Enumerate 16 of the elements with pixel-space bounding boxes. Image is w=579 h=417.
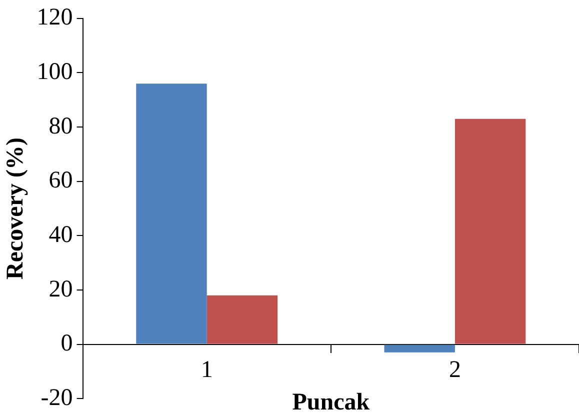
x-tick-label: 1	[200, 356, 213, 383]
y-tick-label: 100	[36, 59, 73, 86]
y-tick-label: -20	[40, 384, 73, 411]
y-tick-label: 80	[48, 113, 73, 140]
bar	[384, 344, 455, 352]
y-tick-label: 0	[60, 330, 73, 357]
y-tick-label: 60	[48, 168, 73, 194]
y-axis-title: Recovery (%)	[2, 138, 29, 280]
y-tick-label: 40	[48, 222, 73, 248]
x-axis-title: Puncak	[292, 390, 370, 416]
bar	[454, 118, 526, 344]
bar	[136, 84, 207, 344]
x-tick-label: 2	[448, 356, 461, 383]
y-tick-label: 20	[48, 276, 73, 302]
bar	[206, 295, 278, 344]
y-tick-label: 120	[36, 4, 73, 31]
